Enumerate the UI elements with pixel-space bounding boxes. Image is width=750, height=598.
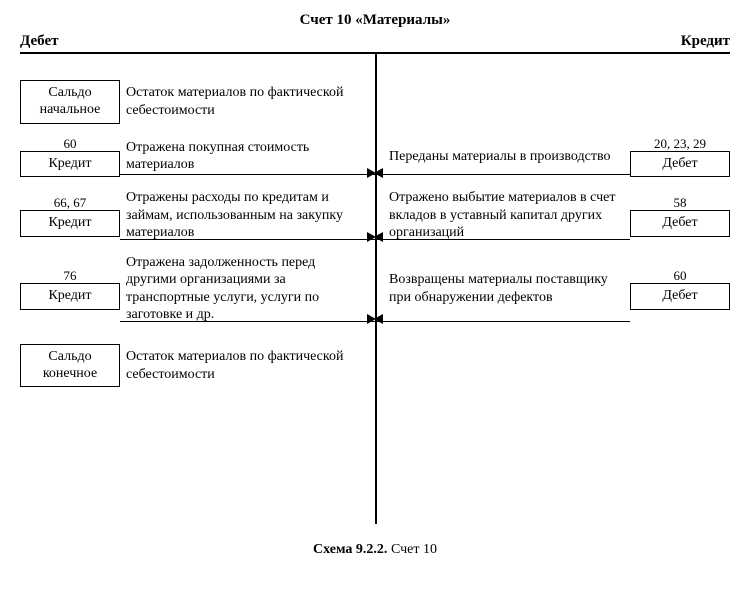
row-1-right-box: Дебет [630, 151, 730, 178]
row-2-left: 66, 67 Кредит Отражены расходы по креди­… [20, 189, 375, 242]
row-1-right-boxwrap: 20, 23, 29 Дебет [630, 136, 730, 178]
closing-balance-desc: Остаток материалов по факти­ческой себес… [120, 348, 367, 383]
opening-balance-box: Сальдо начальное [20, 80, 120, 124]
row-3-left-account: 76 [64, 268, 77, 283]
row-3-left-box: Кредит [20, 283, 120, 310]
row-1-right: Переданы материалы в производство 20, 23… [375, 136, 730, 178]
opening-left: Сальдо начальное Остаток материалов по ф… [20, 80, 375, 124]
closing-left: Сальдо конечное Остаток материалов по фа… [20, 344, 375, 388]
row-2-left-account: 66, 67 [54, 195, 87, 210]
t-account-header: Дебет Кредит [20, 33, 730, 54]
row-3-right-boxwrap: 60 Дебет [630, 268, 730, 310]
row-2-right: Отражено выбытие мате­риалов в счет вкла… [375, 189, 730, 242]
row-3-right: Возвращены материалы поставщику при обна… [375, 254, 730, 324]
row-1-right-desc: Переданы материалы в производство [383, 148, 630, 166]
debit-header: Дебет [20, 33, 59, 50]
arrow-left-icon [375, 174, 630, 175]
row-3-left-desc: Отражена задолженность пе­ред другими ор… [120, 254, 367, 324]
row-2-right-boxwrap: 58 Дебет [630, 195, 730, 237]
row-1-left-account: 60 [64, 136, 77, 151]
row-1-left: 60 Кредит Отражена покупная стоимость ма… [20, 136, 375, 178]
credit-header: Кредит [681, 33, 730, 50]
row-1-left-desc: Отражена покупная стоимость материалов [120, 139, 367, 174]
row-3-right-box: Дебет [630, 283, 730, 310]
row-3-left: 76 Кредит Отражена задолженность пе­ред … [20, 254, 375, 324]
row-1-left-boxwrap: 60 Кредит [20, 136, 120, 178]
row-3: 76 Кредит Отражена задолженность пе­ред … [20, 254, 730, 324]
row-1-right-account: 20, 23, 29 [654, 136, 706, 151]
caption-label: Схема 9.2.2. [313, 542, 387, 557]
row-closing-balance: Сальдо конечное Остаток материалов по фа… [20, 344, 730, 388]
figure-caption: Схема 9.2.2. Счет 10 [20, 542, 730, 558]
row-1: 60 Кредит Отражена покупная стоимость ма… [20, 136, 730, 178]
opening-boxwrap: Сальдо начальное [20, 80, 120, 124]
row-1-left-box: Кредит [20, 151, 120, 178]
t-account-body: Сальдо начальное Остаток материалов по ф… [20, 54, 730, 524]
row-2-left-box: Кредит [20, 210, 120, 237]
opening-balance-desc: Остаток материалов по факти­ческой себес… [120, 84, 367, 119]
row-2-right-desc: Отражено выбытие мате­риалов в счет вкла… [383, 189, 630, 242]
arrow-right-icon [120, 239, 375, 240]
row-3-left-boxwrap: 76 Кредит [20, 268, 120, 310]
closing-boxwrap: Сальдо конечное [20, 344, 120, 388]
arrow-left-icon [375, 321, 630, 322]
closing-balance-box: Сальдо конечное [20, 344, 120, 388]
caption-text: Счет 10 [391, 542, 437, 557]
closing-right [375, 344, 730, 388]
row-2-right-account: 58 [674, 195, 687, 210]
row-2-left-boxwrap: 66, 67 Кредит [20, 195, 120, 237]
row-3-right-desc: Возвращены материалы поставщику при обна… [383, 271, 630, 306]
row-2: 66, 67 Кредит Отражены расходы по креди­… [20, 189, 730, 242]
page: Счет 10 «Материалы» Дебет Кредит Сальдо … [0, 0, 750, 578]
row-2-left-desc: Отражены расходы по креди­там и займам, … [120, 189, 367, 242]
row-3-right-account: 60 [674, 268, 687, 283]
row-opening-balance: Сальдо начальное Остаток материалов по ф… [20, 80, 730, 124]
arrow-left-icon [375, 239, 630, 240]
row-2-right-box: Дебет [630, 210, 730, 237]
account-title: Счет 10 «Материалы» [20, 12, 730, 29]
arrow-right-icon [120, 174, 375, 175]
arrow-right-icon [120, 321, 375, 322]
opening-right [375, 80, 730, 124]
